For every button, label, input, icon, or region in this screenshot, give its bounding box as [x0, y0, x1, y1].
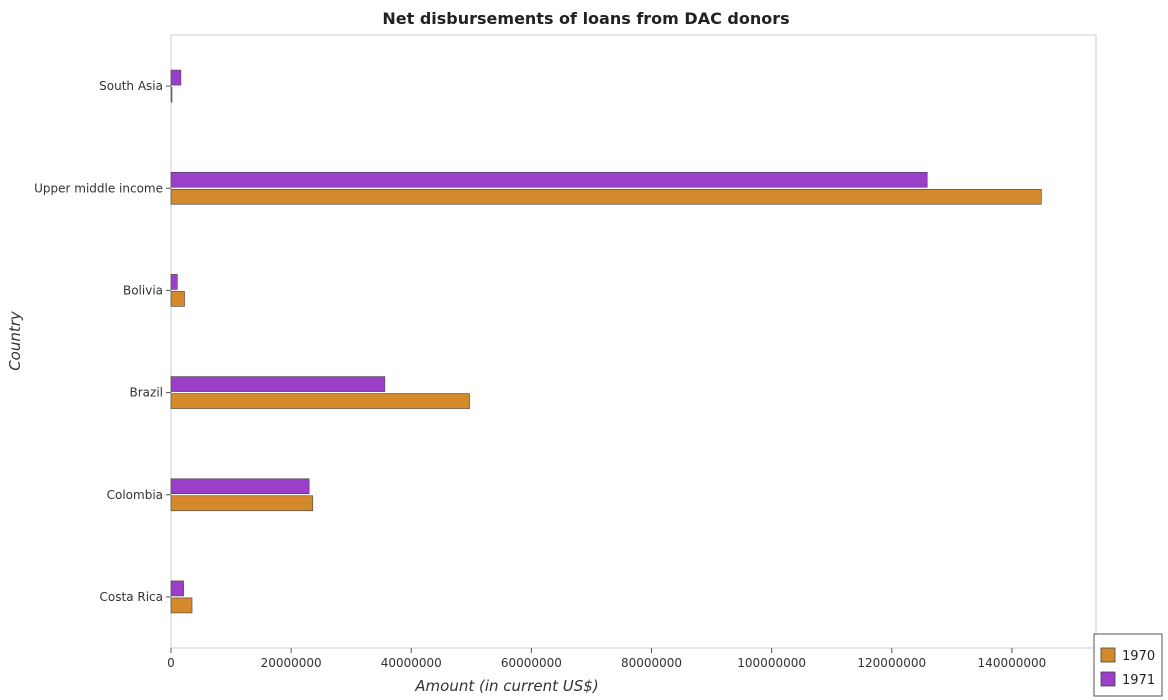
y-tick-label: Brazil: [130, 386, 164, 400]
x-tick-label: 100000000: [737, 656, 806, 670]
y-tick-label: Upper middle income: [34, 181, 163, 195]
bar-1970-south-asia: [170, 86, 173, 103]
legend-label-1971: 1971: [1122, 673, 1155, 688]
plot-area: [170, 34, 1097, 649]
y-axis: South Asia Upper middle income Bolivia Braz…: [34, 79, 171, 604]
legend: 1970 1971: [1093, 633, 1163, 697]
y-tick-label: South Asia: [99, 79, 163, 93]
y-axis-title: Country: [6, 310, 24, 371]
x-axis: 0 20000000 40000000 60000000 80000000 1000000…: [167, 648, 1046, 670]
bar-1971-colombia: [170, 478, 310, 495]
bar-1971-upper-middle-income: [170, 171, 928, 188]
x-tick-label: 80000000: [621, 656, 682, 670]
bar-1970-upper-middle-income: [170, 188, 1042, 205]
y-tick-label: Costa Rica: [100, 590, 163, 604]
bars-group: [170, 69, 1042, 614]
bar-1971-south-asia: [170, 69, 182, 86]
legend-swatch-1970: [1100, 647, 1116, 663]
bar-1970-colombia: [170, 495, 314, 512]
bar-1971-costa-rica: [170, 580, 184, 597]
x-tick-label: 140000000: [978, 656, 1047, 670]
bar-1970-bolivia: [170, 291, 185, 307]
x-tick-label: 60000000: [501, 656, 562, 670]
x-axis-title: Amount (in current US$): [414, 677, 598, 695]
bar-1970-brazil: [170, 393, 470, 409]
chart-title: Net disbursements of loans from DAC dono…: [382, 9, 789, 28]
legend-label-1970: 1970: [1122, 649, 1155, 664]
bar-1971-bolivia: [170, 274, 178, 290]
x-tick-label: 20000000: [261, 656, 322, 670]
x-tick-label: 0: [167, 656, 175, 670]
y-tick-label: Colombia: [107, 488, 163, 502]
x-tick-label: 40000000: [381, 656, 442, 670]
bar-1971-brazil: [170, 376, 386, 392]
x-tick-label: 120000000: [857, 656, 926, 670]
y-tick-label: Bolivia: [123, 283, 163, 297]
bar-1970-costa-rica: [170, 597, 193, 614]
legend-swatch-1971: [1100, 671, 1116, 687]
